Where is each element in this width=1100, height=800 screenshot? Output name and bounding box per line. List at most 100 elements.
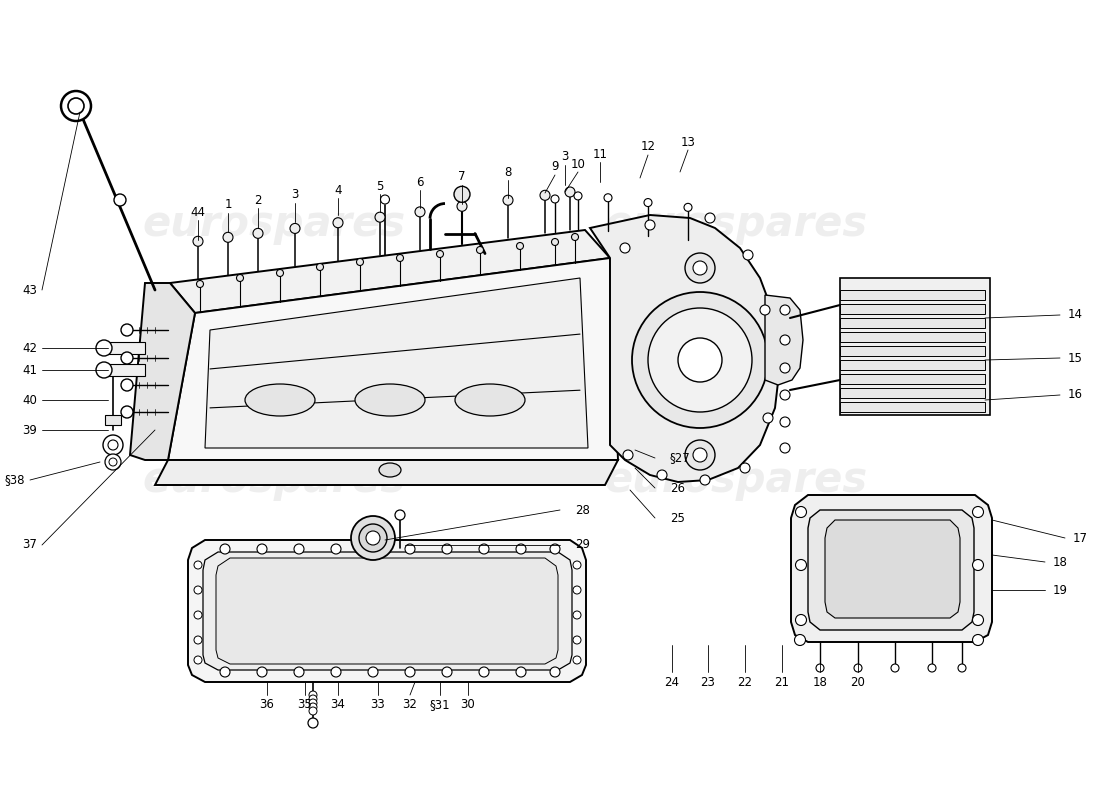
Circle shape bbox=[794, 634, 805, 646]
Text: 23: 23 bbox=[701, 675, 715, 689]
Circle shape bbox=[517, 242, 524, 250]
Text: 14: 14 bbox=[1068, 309, 1084, 322]
Circle shape bbox=[620, 243, 630, 253]
Circle shape bbox=[700, 475, 710, 485]
Circle shape bbox=[685, 253, 715, 283]
Circle shape bbox=[780, 443, 790, 453]
Circle shape bbox=[194, 656, 202, 664]
Text: 7: 7 bbox=[459, 170, 465, 183]
Text: §27: §27 bbox=[670, 451, 691, 465]
Circle shape bbox=[573, 611, 581, 619]
Circle shape bbox=[442, 667, 452, 677]
Circle shape bbox=[108, 440, 118, 450]
Polygon shape bbox=[791, 495, 992, 642]
Circle shape bbox=[780, 390, 790, 400]
Polygon shape bbox=[840, 278, 990, 415]
Circle shape bbox=[381, 195, 389, 204]
Polygon shape bbox=[764, 295, 803, 385]
Circle shape bbox=[454, 186, 470, 202]
Circle shape bbox=[317, 263, 323, 270]
Circle shape bbox=[257, 544, 267, 554]
Circle shape bbox=[574, 192, 582, 200]
Circle shape bbox=[780, 305, 790, 315]
Text: 40: 40 bbox=[22, 394, 37, 406]
Circle shape bbox=[972, 614, 983, 626]
Circle shape bbox=[657, 470, 667, 480]
Circle shape bbox=[309, 703, 317, 711]
Text: 8: 8 bbox=[504, 166, 512, 178]
Text: 17: 17 bbox=[1072, 531, 1088, 545]
Circle shape bbox=[478, 544, 490, 554]
Circle shape bbox=[437, 250, 443, 258]
Polygon shape bbox=[216, 558, 558, 664]
Text: 41: 41 bbox=[22, 363, 37, 377]
Polygon shape bbox=[108, 342, 145, 354]
Circle shape bbox=[290, 223, 300, 234]
Circle shape bbox=[573, 586, 581, 594]
Text: 39: 39 bbox=[22, 423, 37, 437]
Circle shape bbox=[740, 463, 750, 473]
Polygon shape bbox=[808, 510, 974, 630]
Circle shape bbox=[685, 440, 715, 470]
Circle shape bbox=[121, 379, 133, 391]
Polygon shape bbox=[590, 215, 780, 482]
Circle shape bbox=[565, 187, 575, 197]
Text: 21: 21 bbox=[774, 675, 790, 689]
Circle shape bbox=[648, 308, 752, 412]
Circle shape bbox=[478, 667, 490, 677]
Text: 11: 11 bbox=[593, 147, 607, 161]
Circle shape bbox=[109, 458, 117, 466]
Polygon shape bbox=[840, 332, 984, 342]
Circle shape bbox=[516, 667, 526, 677]
Circle shape bbox=[958, 664, 966, 672]
Text: 42: 42 bbox=[22, 342, 37, 354]
Text: 5: 5 bbox=[376, 179, 384, 193]
Circle shape bbox=[405, 667, 415, 677]
Circle shape bbox=[395, 510, 405, 520]
Text: eurospares: eurospares bbox=[605, 459, 868, 501]
Ellipse shape bbox=[245, 384, 315, 416]
Text: 30: 30 bbox=[461, 698, 475, 711]
Circle shape bbox=[309, 691, 317, 699]
Circle shape bbox=[405, 544, 415, 554]
Ellipse shape bbox=[455, 384, 525, 416]
Text: 29: 29 bbox=[575, 538, 590, 551]
Polygon shape bbox=[840, 374, 984, 384]
Circle shape bbox=[331, 667, 341, 677]
Text: 43: 43 bbox=[22, 283, 37, 297]
Text: eurospares: eurospares bbox=[605, 203, 868, 245]
Text: 24: 24 bbox=[664, 675, 680, 689]
Text: 10: 10 bbox=[571, 158, 585, 170]
Circle shape bbox=[540, 190, 550, 200]
Text: 15: 15 bbox=[1068, 351, 1082, 365]
Circle shape bbox=[96, 362, 112, 378]
Circle shape bbox=[253, 228, 263, 238]
Circle shape bbox=[891, 664, 899, 672]
Circle shape bbox=[693, 448, 707, 462]
Text: 3: 3 bbox=[561, 150, 569, 163]
Circle shape bbox=[194, 561, 202, 569]
Text: 20: 20 bbox=[850, 675, 866, 689]
Circle shape bbox=[456, 202, 468, 211]
Circle shape bbox=[573, 636, 581, 644]
Ellipse shape bbox=[379, 463, 401, 477]
Circle shape bbox=[309, 707, 317, 715]
Text: 9: 9 bbox=[551, 161, 559, 174]
Circle shape bbox=[60, 91, 91, 121]
Text: 18: 18 bbox=[1053, 555, 1068, 569]
Circle shape bbox=[121, 324, 133, 336]
Text: §38: §38 bbox=[4, 474, 25, 486]
Polygon shape bbox=[204, 552, 572, 670]
Circle shape bbox=[795, 614, 806, 626]
Circle shape bbox=[816, 664, 824, 672]
Circle shape bbox=[194, 636, 202, 644]
Circle shape bbox=[763, 413, 773, 423]
Text: 37: 37 bbox=[22, 538, 37, 551]
Polygon shape bbox=[170, 230, 610, 313]
Circle shape bbox=[114, 194, 126, 206]
Circle shape bbox=[294, 667, 304, 677]
Polygon shape bbox=[840, 346, 984, 356]
Circle shape bbox=[780, 363, 790, 373]
Circle shape bbox=[572, 234, 579, 241]
Circle shape bbox=[972, 634, 983, 646]
